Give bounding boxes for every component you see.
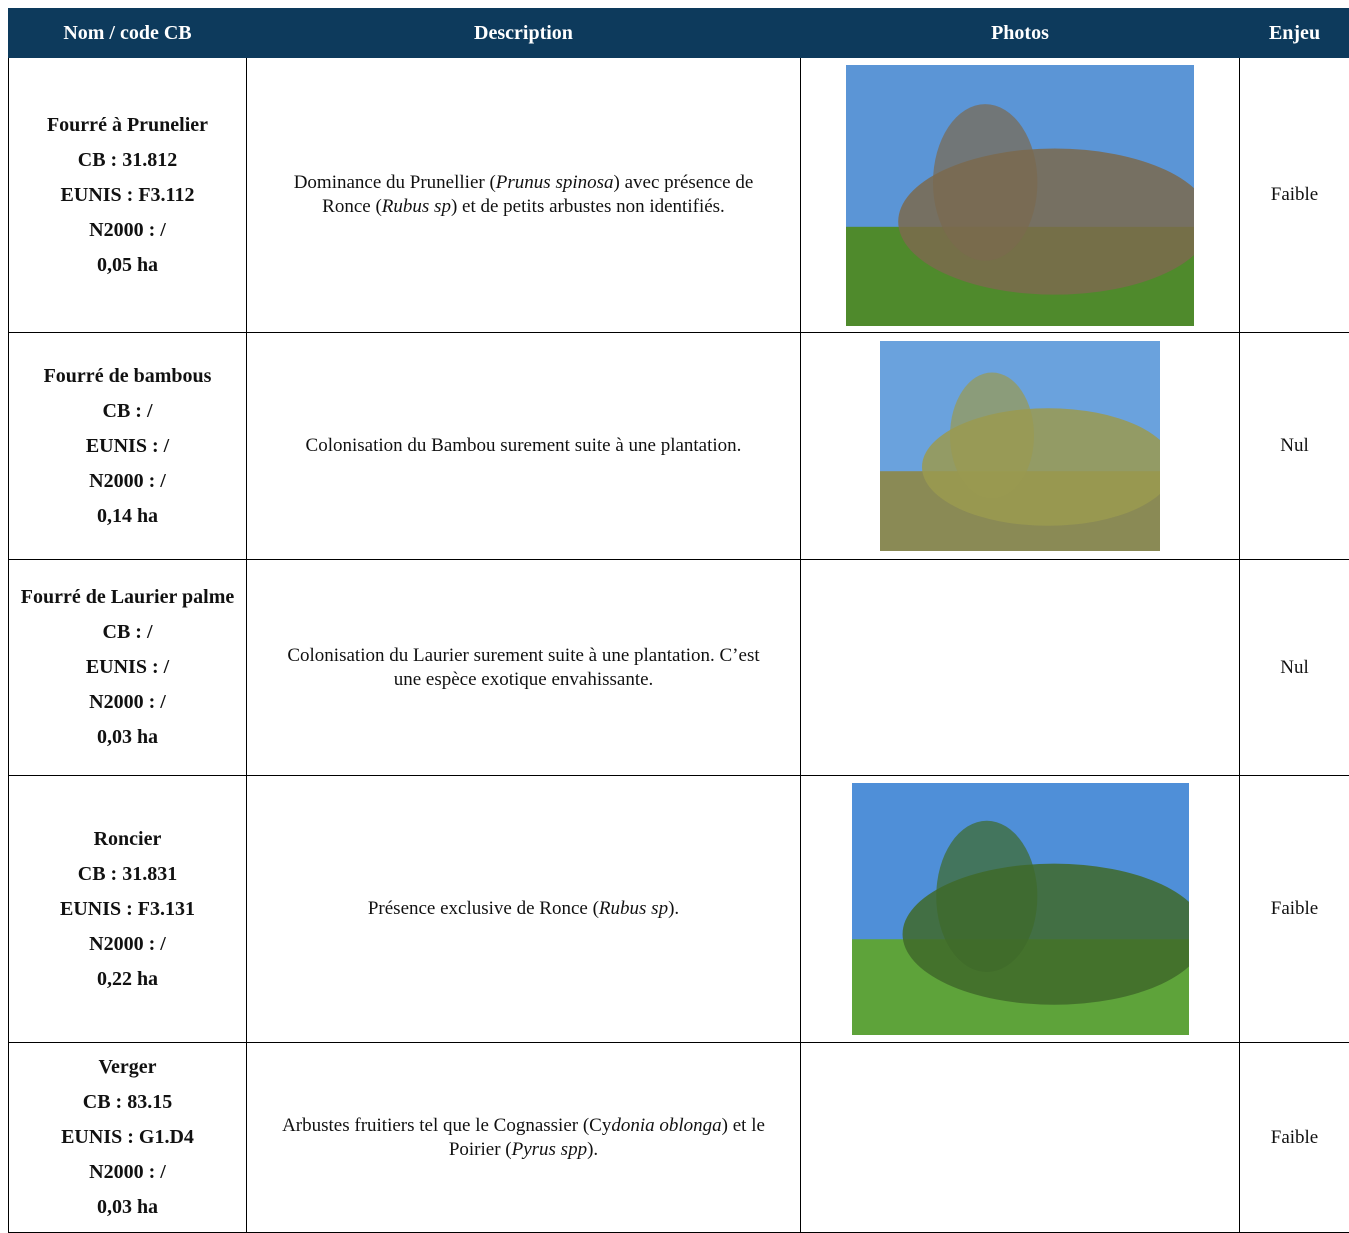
name-line: EUNIS : /	[9, 650, 246, 685]
name-line: 0,03 ha	[9, 720, 246, 755]
name-line: Fourré de bambous	[9, 359, 246, 394]
name-line: EUNIS : F3.131	[9, 892, 246, 927]
photo	[880, 341, 1160, 551]
photo-cell	[801, 776, 1240, 1043]
name-line: 0,14 ha	[9, 499, 246, 534]
description-cell: Présence exclusive de Ronce (Rubus sp).	[247, 776, 801, 1043]
photo	[852, 783, 1189, 1035]
description-text: donia oblonga	[611, 1115, 721, 1136]
name-line: CB : /	[9, 394, 246, 429]
name-line: N2000 : /	[9, 685, 246, 720]
name-line: Roncier	[9, 822, 246, 857]
description-text: ).	[668, 898, 679, 919]
name-line: N2000 : /	[9, 213, 246, 248]
photo-cell	[801, 333, 1240, 560]
description-text: ) et de petits arbustes non identifiés.	[451, 196, 725, 217]
name-line: Fourré de Laurier palme	[9, 580, 246, 615]
description-text: ).	[587, 1139, 598, 1160]
name-line: EUNIS : /	[9, 429, 246, 464]
description-text: Prunus spinosa	[496, 172, 614, 193]
description-text: Colonisation du Bambou surement suite à …	[306, 435, 742, 456]
description-cell: Colonisation du Bambou surement suite à …	[247, 333, 801, 560]
name-line: Fourré à Prunelier	[9, 108, 246, 143]
description-text: Dominance du Prunellier (	[294, 172, 496, 193]
description-cell: Arbustes fruitiers tel que le Cognassier…	[247, 1043, 801, 1233]
description-text: Arbustes fruitiers tel que le Cognassier…	[282, 1115, 611, 1136]
name-line: CB : 31.812	[9, 143, 246, 178]
name-line: CB : 83.15	[9, 1085, 246, 1120]
enjeu-cell: Nul	[1240, 333, 1349, 560]
name-line: 0,22 ha	[9, 962, 246, 997]
column-header: Enjeu	[1240, 9, 1349, 58]
photo	[846, 65, 1194, 326]
description-text: Rubus sp	[599, 898, 668, 919]
name-line: N2000 : /	[9, 927, 246, 962]
description-text: Rubus sp	[382, 196, 451, 217]
photo-cell	[801, 58, 1240, 333]
enjeu-cell: Faible	[1240, 776, 1349, 1043]
habitat-table: Nom / code CB Description Photos Enjeu F…	[8, 8, 1349, 1233]
column-header: Description	[247, 9, 801, 58]
name-line: EUNIS : G1.D4	[9, 1120, 246, 1155]
description-text: Colonisation du Laurier surement suite à…	[287, 645, 759, 690]
description-cell: Dominance du Prunellier (Prunus spinosa)…	[247, 58, 801, 333]
name-line: EUNIS : F3.112	[9, 178, 246, 213]
name-line: Verger	[9, 1050, 246, 1085]
header-row: Nom / code CB Description Photos Enjeu	[9, 9, 1349, 58]
column-header: Nom / code CB	[9, 9, 247, 58]
name-line: CB : /	[9, 615, 246, 650]
description-text: Pyrus spp	[512, 1139, 587, 1160]
column-header: Photos	[801, 9, 1240, 58]
name-line: N2000 : /	[9, 1155, 246, 1190]
name-line: CB : 31.831	[9, 857, 246, 892]
name-line: N2000 : /	[9, 464, 246, 499]
enjeu-cell: Faible	[1240, 1043, 1349, 1233]
description-cell: Colonisation du Laurier surement suite à…	[247, 560, 801, 776]
photo-cell	[801, 560, 1240, 776]
photo-cell	[801, 1043, 1240, 1233]
description-text: Présence exclusive de Ronce (	[368, 898, 599, 919]
name-line: 0,03 ha	[9, 1190, 246, 1225]
enjeu-cell: Nul	[1240, 560, 1349, 776]
name-line: 0,05 ha	[9, 248, 246, 283]
enjeu-cell: Faible	[1240, 58, 1349, 333]
